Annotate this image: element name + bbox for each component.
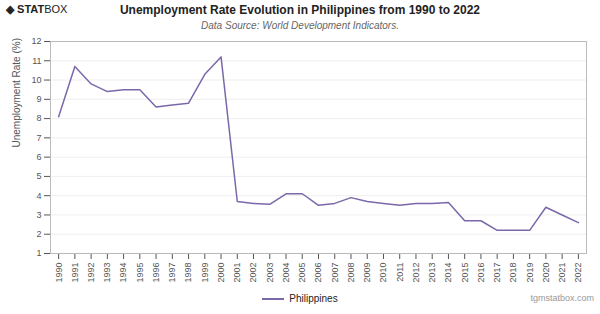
html-text:Unemployment Rate Evolution in: Unemployment Rate Evolution in Philippin… xyxy=(120,3,480,17)
svg-text:2019: 2019 xyxy=(525,263,535,283)
svg-text:2001: 2001 xyxy=(232,263,242,283)
html-text:◈ STAT BOX: ◈ STAT BOX xyxy=(6,3,68,15)
svg-text:7: 7 xyxy=(36,133,41,143)
svg-text:2010: 2010 xyxy=(378,263,388,283)
svg-text:11: 11 xyxy=(32,56,41,66)
svg-text:1995: 1995 xyxy=(135,263,145,283)
html-text:tgmstatbox.com: tgmstatbox.com xyxy=(530,293,594,303)
svg-text:2002: 2002 xyxy=(248,263,258,283)
svg-text:1991: 1991 xyxy=(70,263,80,283)
svg-text:2009: 2009 xyxy=(362,263,372,283)
svg-text:2016: 2016 xyxy=(476,263,486,283)
svg-text:2: 2 xyxy=(36,229,41,239)
svg-text:2014: 2014 xyxy=(443,263,453,283)
svg-text:2012: 2012 xyxy=(411,263,421,283)
svg-text:2021: 2021 xyxy=(557,263,567,283)
svg-text:1997: 1997 xyxy=(167,263,177,283)
svg-text:8: 8 xyxy=(36,113,41,123)
svg-text:5: 5 xyxy=(36,171,41,181)
svg-text:2022: 2022 xyxy=(573,263,583,283)
svg-text:12: 12 xyxy=(31,36,41,46)
html-text:Data Source: World Development: Data Source: World Development Indicator… xyxy=(201,20,399,31)
svg-text:2003: 2003 xyxy=(265,263,275,283)
svg-text:2004: 2004 xyxy=(281,263,291,283)
svg-text:1996: 1996 xyxy=(151,263,161,283)
svg-text:1999: 1999 xyxy=(200,263,210,283)
svg-text:4: 4 xyxy=(36,191,41,201)
svg-text:2020: 2020 xyxy=(541,263,551,283)
svg-text:2018: 2018 xyxy=(508,263,518,283)
svg-text:2005: 2005 xyxy=(297,263,307,283)
svg-text:2000: 2000 xyxy=(216,263,226,283)
svg-text:1993: 1993 xyxy=(102,263,112,283)
svg-text:1: 1 xyxy=(36,248,41,258)
svg-text:2017: 2017 xyxy=(492,263,502,283)
svg-text:2013: 2013 xyxy=(427,263,437,283)
svg-text:1990: 1990 xyxy=(54,263,64,283)
svg-text:2006: 2006 xyxy=(313,263,323,283)
svg-text:2008: 2008 xyxy=(346,263,356,283)
svg-text:2011: 2011 xyxy=(395,263,405,282)
svg-text:6: 6 xyxy=(36,152,41,162)
svg-text:3: 3 xyxy=(36,210,41,220)
svg-text:1992: 1992 xyxy=(86,263,96,283)
svg-text:2007: 2007 xyxy=(330,263,340,283)
svg-text:9: 9 xyxy=(36,94,41,104)
svg-text:Unemployment Rate (%): Unemployment Rate (%) xyxy=(11,38,22,147)
svg-text:2015: 2015 xyxy=(460,263,470,283)
svg-text:10: 10 xyxy=(31,75,41,85)
html-text:Philippines: Philippines xyxy=(289,293,338,304)
svg-text:1994: 1994 xyxy=(118,263,128,283)
svg-text:1998: 1998 xyxy=(183,263,193,283)
